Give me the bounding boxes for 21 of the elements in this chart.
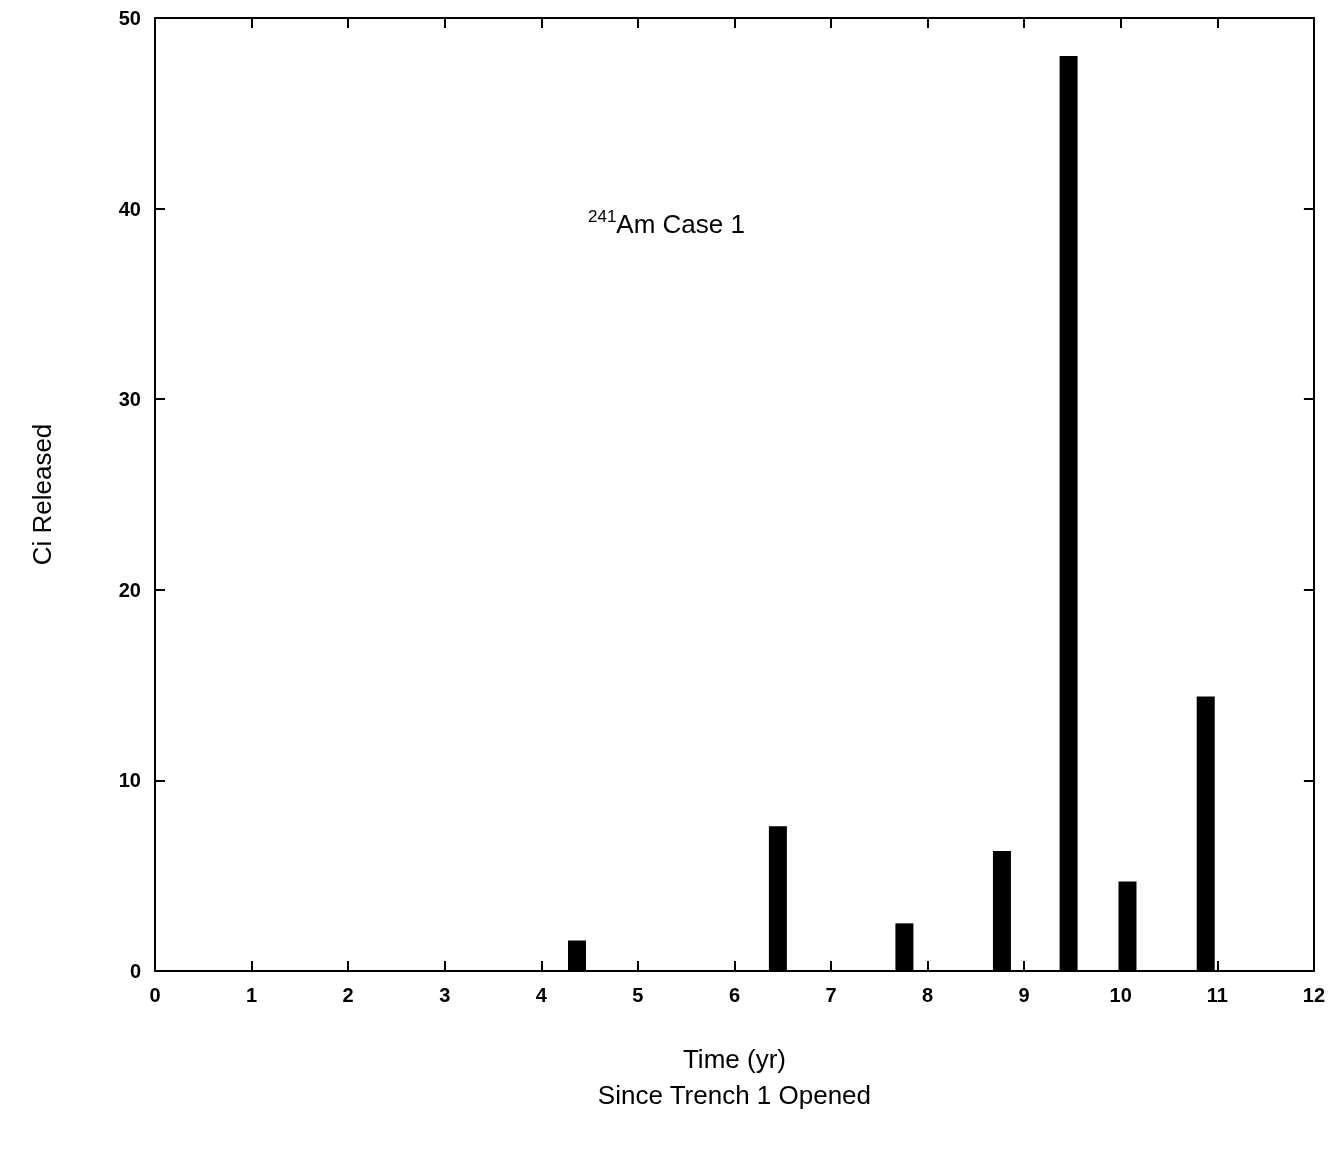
y-axis-title: Ci Released (27, 423, 57, 566)
y-tick-label: 40 (118, 197, 141, 220)
x-tick-label: 8 (922, 984, 934, 1006)
x-tick-label: 1 (246, 984, 258, 1006)
x-tick-label: 0 (149, 984, 161, 1006)
x-tick-label: 4 (535, 984, 548, 1006)
x-tick-label: 2 (342, 984, 354, 1006)
x-tick-label: 5 (632, 984, 644, 1006)
y-tick-label: 10 (118, 769, 141, 792)
x-axis-title: Time (yr) Since Trench 1 Opened (597, 1044, 872, 1110)
x-tick-label: 12 (1302, 984, 1325, 1006)
y-tick-label: 0 (129, 960, 141, 982)
x-tick-label: 7 (825, 984, 837, 1006)
x-tick-label: 9 (1018, 984, 1030, 1006)
y-tick-label: 20 (118, 578, 141, 601)
x-tick-label: 3 (439, 984, 451, 1006)
y-tick-label: 50 (118, 7, 141, 29)
x-tick-label: 11 (1206, 984, 1228, 1006)
x-tick-label: 6 (728, 984, 740, 1006)
y-tick-label: 30 (118, 388, 141, 411)
x-tick-label: 10 (1109, 984, 1132, 1006)
